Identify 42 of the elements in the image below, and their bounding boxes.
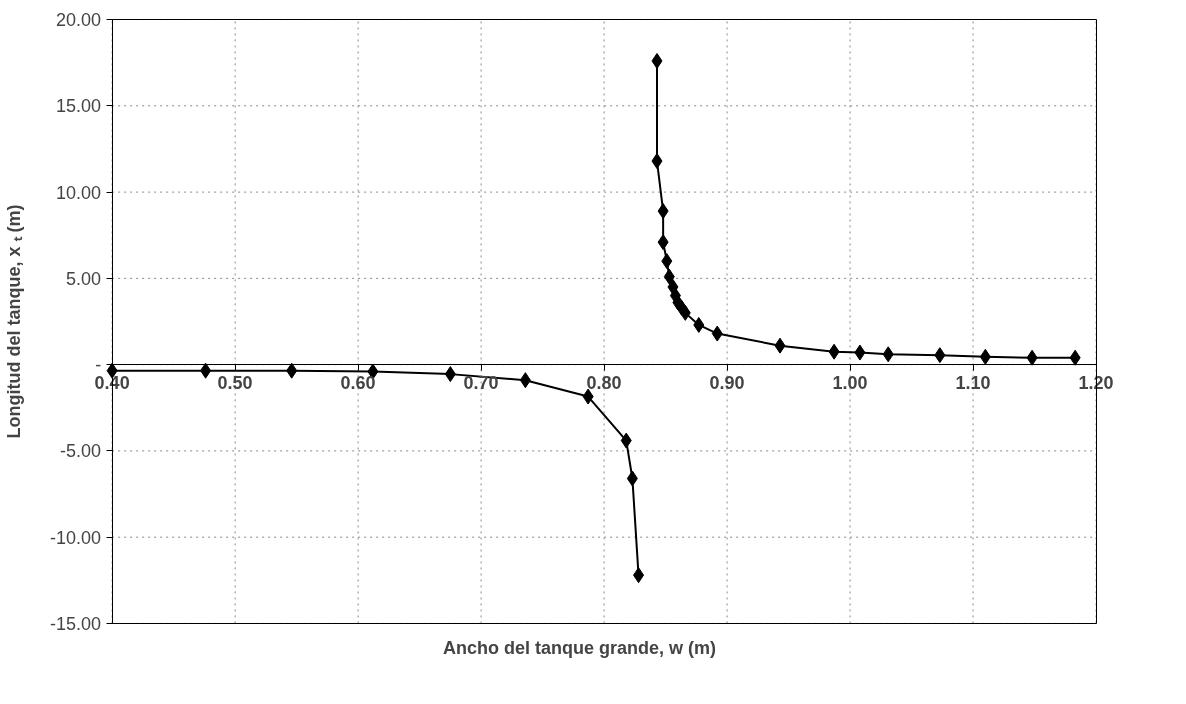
x-tick-label: 1.00 [832, 372, 868, 393]
x-tick-label: 0.60 [340, 372, 376, 393]
y-tick-label: -5.00 [60, 441, 102, 462]
point [651, 153, 663, 170]
x-tick-label: 0.50 [217, 372, 253, 393]
point [1026, 349, 1038, 366]
point [519, 372, 531, 389]
y-tick-label: 10.00 [56, 182, 102, 203]
point [200, 362, 212, 379]
point [679, 304, 691, 321]
point [774, 337, 786, 354]
point [979, 348, 991, 365]
point [882, 346, 894, 363]
x-tick-label: 0.80 [586, 372, 622, 393]
y-tick-label: -15.00 [50, 613, 102, 634]
point [633, 567, 645, 584]
y-axis-title: Longitud del tanque, x ₜ (m) [3, 204, 24, 439]
point [663, 268, 675, 285]
x-tick-label: 1.10 [955, 372, 991, 393]
y-tick-label: 20.00 [56, 10, 102, 31]
x-tick-label: 0.70 [463, 372, 499, 393]
point [828, 343, 840, 360]
point [1069, 349, 1081, 366]
point [626, 470, 638, 487]
point [711, 325, 723, 342]
point [657, 234, 669, 251]
point [286, 362, 298, 379]
point [934, 347, 946, 364]
y-tick-label: -10.00 [50, 527, 102, 548]
point [854, 344, 866, 361]
y-tick-label: 5.00 [66, 268, 102, 289]
point [693, 316, 705, 333]
point [582, 388, 594, 405]
y-tick-label: 15.00 [56, 96, 102, 117]
point [661, 253, 673, 270]
point [651, 52, 663, 69]
x-tick-label: 0.90 [709, 372, 745, 393]
point [657, 203, 669, 220]
point [620, 432, 632, 449]
y-tick-label: - [95, 355, 102, 376]
x-axis-title: Ancho del tanque grande, w (m) [442, 637, 717, 658]
point [444, 366, 456, 383]
